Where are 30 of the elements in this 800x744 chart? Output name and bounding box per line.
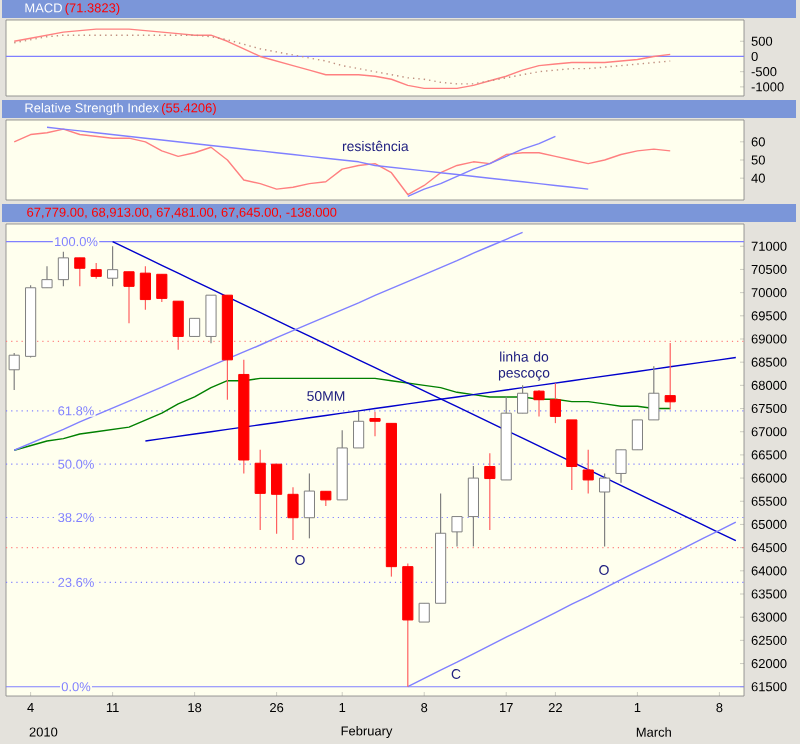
candlestick [517, 384, 529, 414]
candlestick [303, 472, 315, 539]
candlestick [271, 463, 283, 535]
candlestick [353, 411, 365, 449]
candlestick [566, 419, 578, 491]
candlestick [418, 602, 430, 623]
candlestick [139, 265, 151, 311]
candlestick [74, 257, 86, 287]
candlestick [484, 452, 496, 531]
candlestick [451, 515, 463, 548]
candlestick [41, 265, 53, 289]
candlestick [369, 411, 381, 437]
candlestick [254, 449, 266, 531]
candlestick [123, 271, 135, 324]
candlestick [107, 245, 119, 287]
candlestick [467, 465, 479, 548]
candlestick [599, 472, 611, 548]
candlestick [582, 449, 594, 494]
candlestick [615, 449, 627, 484]
candlestick [205, 294, 217, 344]
candlestick [664, 342, 676, 411]
candlestick [172, 300, 184, 351]
candlestick [533, 389, 545, 418]
candlestick [287, 486, 299, 541]
candlestick [189, 317, 201, 337]
candlestick [549, 382, 561, 424]
candlestick [648, 365, 660, 421]
candlestick [156, 273, 168, 303]
candlestick [57, 251, 69, 287]
candlestick [631, 419, 643, 451]
